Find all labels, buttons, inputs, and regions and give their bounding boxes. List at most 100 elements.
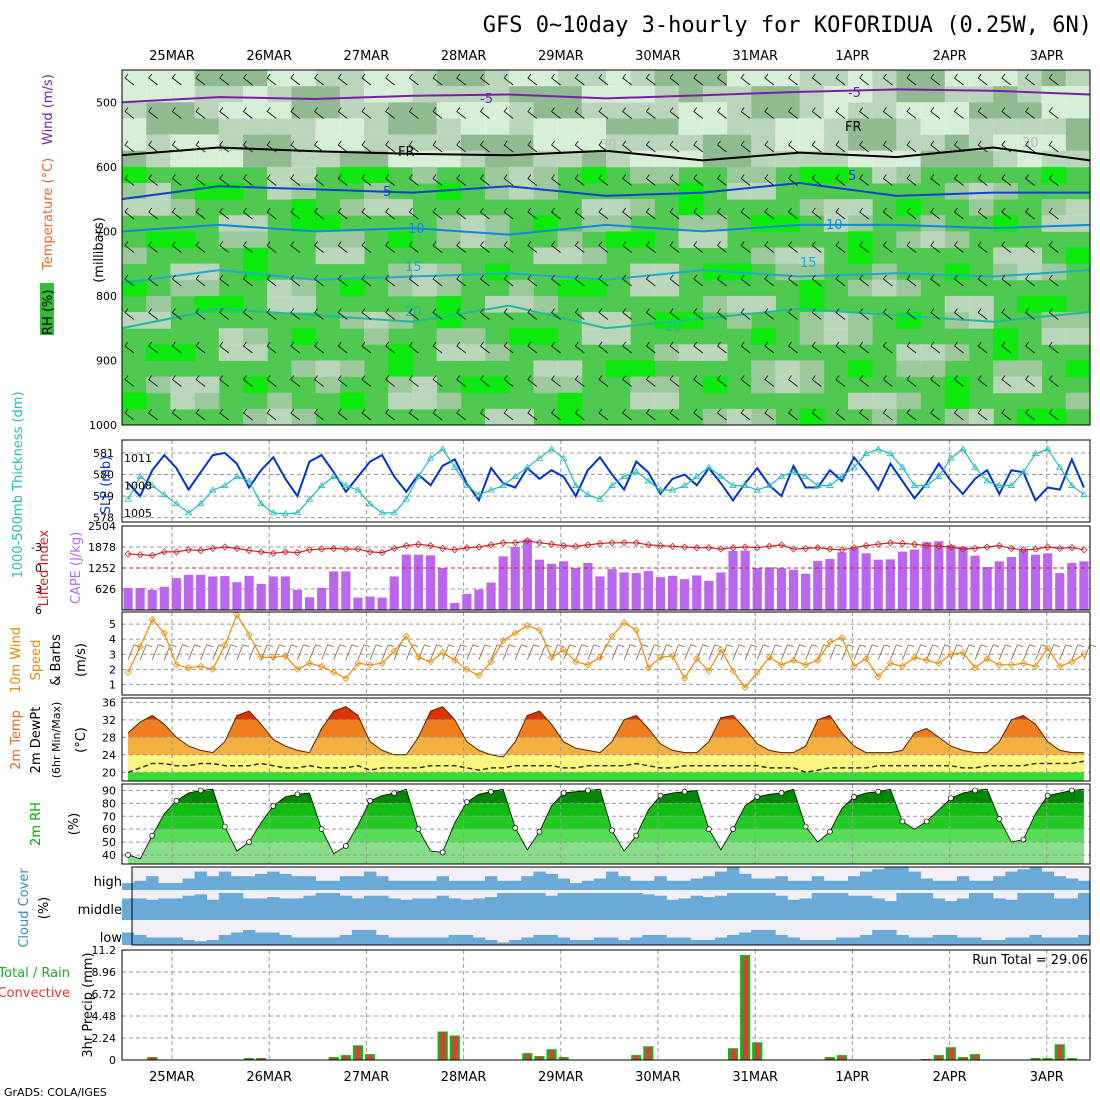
- wind-speed-point: [451, 656, 459, 664]
- wind-barb: [645, 308, 656, 320]
- rh-cell: [533, 247, 559, 265]
- wind-barb: [195, 274, 206, 287]
- li-point: [172, 548, 181, 556]
- wind-barb: [953, 241, 964, 253]
- rh-cell: [775, 86, 801, 103]
- rh-cell: [243, 328, 268, 345]
- slp-point: [257, 500, 265, 507]
- rh-cell: [1017, 134, 1043, 152]
- wind-barb: [977, 375, 988, 387]
- wind-barb: [669, 174, 680, 186]
- rh-cell: [654, 86, 680, 103]
- wind-speed-point: [620, 618, 628, 627]
- cloud-bar: [884, 867, 897, 890]
- wind-barb-10m: [127, 644, 141, 660]
- wind-barb: [788, 408, 798, 421]
- temperature-tick: 36: [102, 696, 116, 709]
- rh-cell: [170, 70, 196, 87]
- slp-point: [451, 463, 459, 470]
- contour-label: FR: [845, 120, 862, 135]
- rh-cell: [122, 247, 147, 265]
- cape-bar: [1055, 573, 1065, 610]
- cloud-bar: [146, 876, 159, 890]
- rh-cell: [364, 70, 389, 87]
- rh-cell: [751, 408, 776, 426]
- cloud-bar: [1017, 893, 1030, 920]
- rh-cell: [1065, 134, 1091, 152]
- cape-label: CAPE (J/kg): [69, 532, 84, 604]
- rh-cell: [799, 376, 825, 394]
- wind-barb: [148, 140, 158, 153]
- wind-barb: [124, 73, 135, 86]
- precip-conv-bar: [742, 956, 748, 1060]
- rh-cell: [944, 86, 970, 103]
- wind-barb-10m: [962, 644, 976, 660]
- temperature-band: [128, 719, 1084, 738]
- wind-barb: [953, 408, 964, 421]
- wind-barb: [171, 308, 182, 320]
- rh-cell: [606, 70, 631, 87]
- rh-cell: [267, 134, 292, 152]
- li-point: [1056, 544, 1064, 552]
- wind-barb: [195, 207, 206, 220]
- rh-cell: [799, 199, 825, 216]
- wind-unit: (m/s): [74, 643, 89, 677]
- contour-label: 15: [405, 260, 422, 275]
- li-point: [342, 545, 350, 553]
- cloud-bar: [545, 895, 558, 920]
- cloud-bar: [666, 937, 679, 945]
- rh-cell: [412, 376, 438, 394]
- rh-cell: [243, 102, 268, 119]
- rh-cell: [1065, 215, 1091, 232]
- rh-cell: [581, 150, 607, 168]
- wind-barb: [551, 174, 561, 186]
- precip-conv-bar: [936, 1056, 941, 1060]
- cloud-bar: [485, 897, 498, 920]
- wind-barb: [953, 207, 964, 220]
- rh-cell: [678, 102, 704, 119]
- wind-barb: [337, 140, 348, 153]
- li-point: [862, 542, 870, 550]
- li-point: [632, 539, 640, 547]
- wind-barb: [740, 375, 751, 387]
- rh-label: 2m RH: [29, 802, 44, 846]
- cloud-bar: [243, 930, 256, 945]
- wind-barb: [1001, 375, 1012, 387]
- li-point: [971, 544, 979, 552]
- rh-cell: [267, 150, 292, 168]
- rh-cell: [678, 215, 704, 232]
- pressure-tick: 500: [96, 96, 117, 109]
- wind-barb: [148, 174, 158, 186]
- wind-barb: [124, 174, 135, 186]
- wind-barb-10m: [744, 644, 758, 660]
- li-point: [910, 540, 919, 548]
- wind-barb: [693, 408, 704, 421]
- wind-barb: [977, 107, 988, 119]
- wind-barb: [385, 73, 395, 86]
- wind-barb: [882, 274, 893, 287]
- wind-barb: [1025, 408, 1035, 421]
- wind-barb: [1025, 73, 1035, 86]
- rh-cell: [436, 215, 462, 232]
- rh-cell: [678, 182, 704, 200]
- cloud-bar: [327, 880, 341, 890]
- cape-bar: [631, 573, 641, 610]
- li-point: [753, 544, 761, 552]
- slp-point: [1043, 445, 1052, 452]
- wind-barb: [195, 140, 206, 153]
- slp-point: [1007, 481, 1016, 488]
- top-date-label: 27MAR: [344, 49, 390, 64]
- cloud-bar: [1041, 893, 1054, 920]
- rh-cell: [460, 215, 486, 232]
- wind-barb: [953, 341, 964, 354]
- slp-point: [632, 468, 640, 475]
- cape-bar: [1030, 554, 1041, 610]
- cape-bar: [317, 587, 327, 610]
- rh-cell: [291, 295, 317, 313]
- rh-point: [851, 794, 857, 800]
- rh-cell: [339, 360, 365, 378]
- cape-bar: [571, 568, 581, 610]
- rh-cell: [581, 70, 607, 87]
- wind-barb: [788, 174, 798, 186]
- rh-cell: [920, 215, 946, 232]
